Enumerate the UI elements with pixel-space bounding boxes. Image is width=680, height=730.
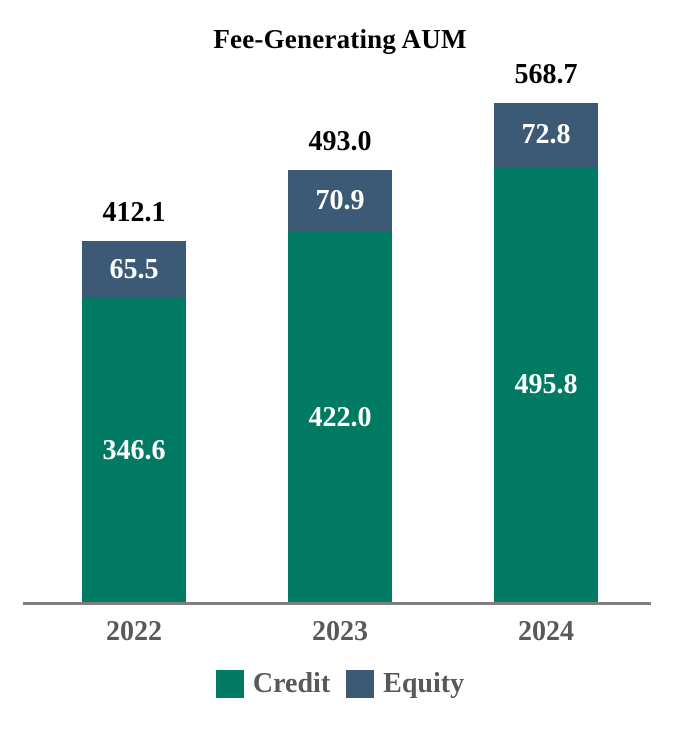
legend: Credit Equity	[0, 670, 680, 698]
category-label-2022: 2022	[106, 616, 162, 647]
bar-stack-2022: 65.5 346.6	[82, 240, 186, 603]
equity-swatch-icon	[346, 670, 375, 698]
bar-stack-2024: 72.8 495.8	[494, 103, 598, 603]
bar-2022: 412.1 65.5 346.6	[82, 57, 186, 603]
legend-label-equity: Equity	[383, 668, 465, 699]
bar-2024: 568.7 72.8 495.8	[494, 57, 598, 603]
chart-title: Fee-Generating AUM	[213, 24, 467, 54]
legend-item-credit: Credit	[215, 668, 331, 699]
category-label-2024: 2024	[518, 616, 574, 647]
credit-segment-2022: 346.6	[82, 298, 186, 603]
credit-value-2022: 346.6	[102, 434, 166, 466]
credit-segment-2024: 495.8	[494, 167, 598, 603]
bar-2023: 493.0 70.9 422.0	[288, 57, 392, 603]
credit-value-2023: 422.0	[308, 401, 372, 433]
plot-area: 412.1 65.5 346.6 493.0 70.9 422.0	[82, 57, 598, 603]
equity-segment-2022: 65.5	[82, 240, 186, 299]
legend-label-credit: Credit	[252, 668, 331, 699]
legend-item-equity: Equity	[346, 670, 464, 698]
total-label-2022: 412.1	[102, 196, 166, 228]
x-axis-line	[23, 602, 651, 605]
category-label-2023: 2023	[312, 616, 368, 647]
credit-value-2024: 495.8	[514, 369, 578, 401]
total-label-2024: 568.7	[514, 59, 578, 91]
equity-value-2022: 65.5	[109, 253, 159, 285]
credit-swatch-icon	[215, 670, 244, 698]
total-label-2023: 493.0	[308, 125, 372, 157]
bar-stack-2023: 70.9 422.0	[288, 169, 392, 603]
category-axis: 2022 2023 2024	[82, 618, 598, 646]
equity-value-2024: 72.8	[521, 119, 571, 151]
credit-segment-2023: 422.0	[288, 232, 392, 603]
equity-segment-2023: 70.9	[288, 169, 392, 232]
equity-segment-2024: 72.8	[494, 103, 598, 168]
equity-value-2023: 70.9	[315, 184, 365, 216]
